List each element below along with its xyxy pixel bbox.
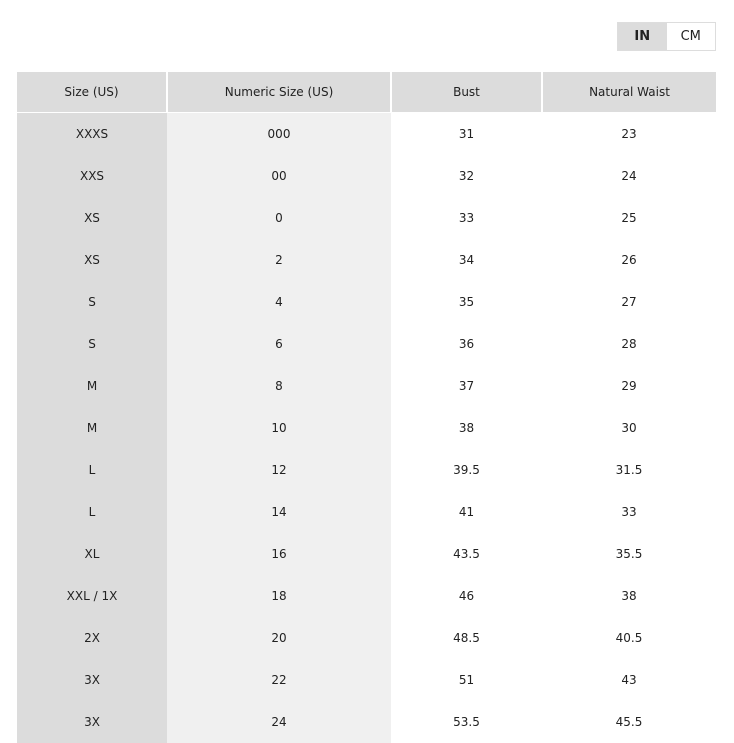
table-row: L 12 39.5 31.5 (17, 449, 716, 491)
table-row: XS 2 34 26 (17, 239, 716, 281)
bust-cell: 31 (391, 112, 542, 155)
size-cell: 2X (17, 617, 167, 659)
table-row: XL 16 43.5 35.5 (17, 533, 716, 575)
waist-cell: 38 (621, 589, 637, 603)
size-cell: S (17, 281, 167, 323)
waist-cell: 31.5 (615, 463, 643, 477)
size-cell: L (17, 491, 167, 533)
numeric-size-cell: 22 (167, 659, 391, 701)
numeric-size-cell: 18 (167, 575, 391, 617)
waist-cell: 40.5 (615, 631, 643, 645)
bust-cell: 46 (458, 589, 475, 603)
size-cell: 3X (17, 659, 167, 701)
bust-cell: 32 (458, 169, 475, 183)
numeric-size-cell: 0 (167, 197, 391, 239)
numeric-size-cell: 000 (167, 112, 391, 155)
size-cell: S (17, 323, 167, 365)
waist-cell: 23 (542, 112, 716, 155)
numeric-size-cell: 8 (167, 365, 391, 407)
unit-cm-button[interactable]: CM (680, 29, 701, 44)
size-cell: XL (17, 533, 167, 575)
table-row: 3X 24 53.5 45.5 (17, 701, 716, 743)
bust-cell: 36 (458, 337, 475, 351)
waist-cell: 28 (621, 337, 637, 351)
size-cell: M (17, 407, 167, 449)
table-row: M 8 37 29 (17, 365, 716, 407)
size-cell: M (17, 365, 167, 407)
header-numeric-size: Numeric Size (US) (167, 72, 392, 113)
numeric-size-cell: 10 (167, 407, 391, 449)
table-row: 3X 22 51 43 (17, 659, 716, 701)
table-row: M 10 38 30 (17, 407, 716, 449)
bust-cell: 33 (458, 211, 475, 225)
table-row: XXS 00 32 24 (17, 155, 716, 197)
numeric-size-cell: 2 (167, 239, 391, 281)
size-cell: 3X (17, 701, 167, 743)
header-size-us: Size (US) (17, 72, 168, 113)
table-row: XXL / 1X 18 46 38 (17, 575, 716, 617)
waist-cell: 33 (621, 505, 637, 519)
waist-cell: 45.5 (615, 715, 643, 729)
bust-cell: 35 (458, 295, 475, 309)
size-cell: XXS (17, 155, 167, 197)
bust-cell: 48.5 (453, 631, 480, 645)
numeric-size-cell: 20 (167, 617, 391, 659)
bust-cell: 51 (458, 673, 475, 687)
size-cell: L (17, 449, 167, 491)
table-row: XS 0 33 25 (17, 197, 716, 239)
table-row: S 4 35 27 (17, 281, 716, 323)
waist-cell: 25 (621, 211, 637, 225)
header-row: Size (US) Numeric Size (US) Bust Natural… (17, 72, 716, 113)
waist-cell: 35.5 (615, 547, 643, 561)
waist-cell: 26 (621, 253, 637, 267)
table-row: XXXS 000 31 23 (17, 112, 716, 155)
bust-cell: 39.5 (453, 463, 480, 477)
header-bust: Bust (391, 72, 543, 113)
unit-in-button[interactable]: IN (618, 23, 667, 50)
waist-cell: 29 (621, 379, 637, 393)
bust-cell: 34 (458, 253, 475, 267)
table-row: L 14 41 33 (17, 491, 716, 533)
bust-cell: 41 (458, 505, 475, 519)
numeric-size-cell: 4 (167, 281, 391, 323)
numeric-size-cell: 12 (167, 449, 391, 491)
numeric-size-cell: 14 (167, 491, 391, 533)
size-chart-table: Size (US) Numeric Size (US) Bust Natural… (17, 72, 716, 743)
waist-cell: 43 (621, 673, 637, 687)
numeric-size-cell: 16 (167, 533, 391, 575)
numeric-size-cell: 00 (167, 155, 391, 197)
size-cell: XS (17, 197, 167, 239)
numeric-size-cell: 6 (167, 323, 391, 365)
size-cell: XS (17, 239, 167, 281)
numeric-size-cell: 24 (167, 701, 391, 743)
size-cell: XXXS (17, 112, 167, 155)
table-row: 2X 20 48.5 40.5 (17, 617, 716, 659)
bust-cell: 53.5 (453, 715, 480, 729)
waist-cell: 24 (621, 169, 637, 183)
bust-cell: 37 (458, 379, 475, 393)
header-natural-waist: Natural Waist (542, 72, 716, 113)
waist-cell: 27 (621, 295, 637, 309)
unit-toggle: IN CM (617, 22, 716, 51)
bust-cell: 38 (458, 421, 475, 435)
bust-cell: 43.5 (453, 547, 480, 561)
table-row: S 6 36 28 (17, 323, 716, 365)
size-cell: XXL / 1X (17, 575, 167, 617)
waist-cell: 30 (621, 421, 637, 435)
